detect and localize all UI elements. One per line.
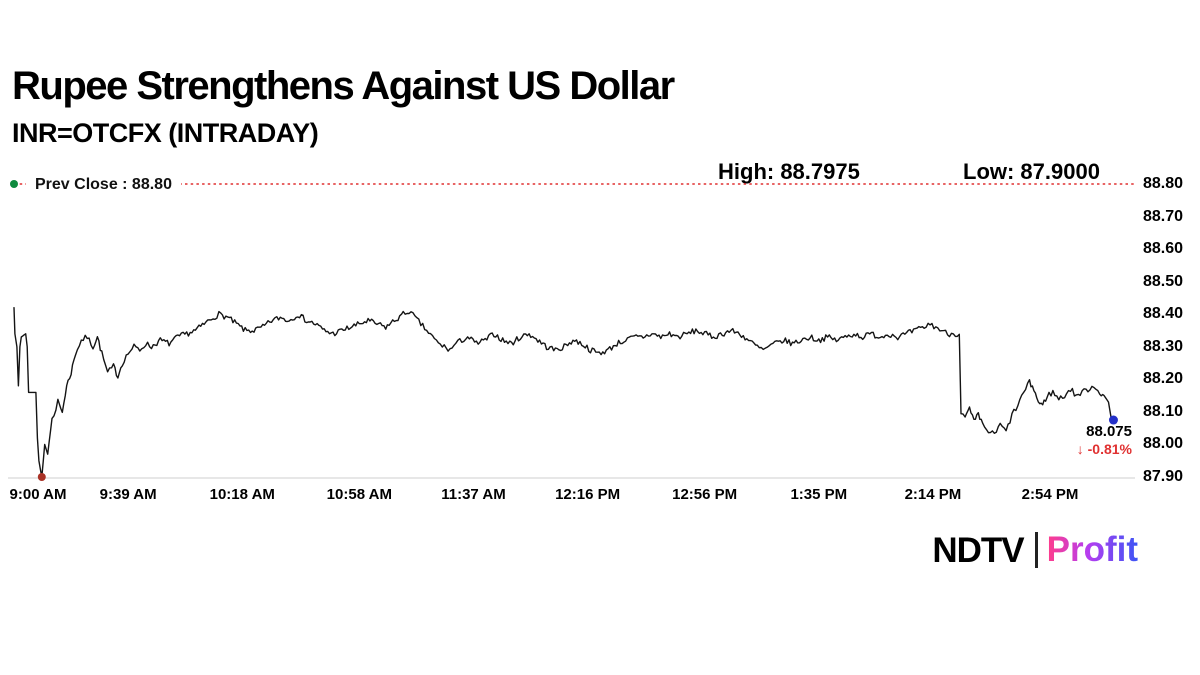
- profit-logo-text: Profit: [1046, 530, 1138, 569]
- y-tick-label: 87.90: [1143, 468, 1184, 485]
- x-tick-label: 12:56 PM: [672, 486, 738, 503]
- x-tick-label: 12:16 PM: [555, 486, 621, 503]
- y-tick-label: 88.70: [1143, 207, 1184, 225]
- x-tick-label: 11:37 AM: [441, 486, 506, 503]
- end-dot: [1108, 415, 1118, 425]
- x-tick-label: 10:58 AM: [326, 486, 392, 503]
- y-tick-label: 88.60: [1143, 240, 1184, 258]
- y-tick-label: 88.80: [1143, 175, 1184, 192]
- logo-divider: [1034, 532, 1038, 569]
- y-tick-label: 88.30: [1143, 337, 1184, 355]
- ndtv-logo-text: NDTV: [932, 530, 1024, 570]
- x-tick-label: 9:39 AM: [99, 486, 157, 503]
- instrument-subtitle: INR=OTCFX (INTRADAY): [12, 118, 319, 148]
- y-tick-label: 88.20: [1143, 370, 1184, 388]
- x-tick-label: 2:54 PM: [1021, 486, 1079, 503]
- price-line: [13, 307, 1113, 478]
- x-tick-label: 9:00 AM: [9, 486, 67, 503]
- ndtv-profit-logo: NDTV Profit: [932, 530, 1138, 570]
- low-dot: [37, 473, 46, 481]
- y-tick-label: 88.40: [1143, 305, 1184, 323]
- prev-close-label: Prev Close : 88.80: [26, 175, 181, 194]
- y-tick-label: 88.50: [1143, 272, 1184, 290]
- last-price-label: 88.075: [1086, 423, 1132, 440]
- y-tick-label: 88.10: [1143, 402, 1184, 420]
- x-tick-label: 2:14 PM: [904, 486, 962, 503]
- low-value-label: Low: 87.9000: [963, 159, 1100, 184]
- x-tick-label: 1:35 PM: [790, 486, 848, 503]
- page-title: Rupee Strengthens Against US Dollar: [12, 64, 675, 108]
- x-tick-label: 10:18 AM: [209, 486, 275, 503]
- change-percent-label: ↓ -0.81%: [1076, 441, 1132, 457]
- start-dot: [10, 180, 18, 188]
- y-tick-label: 88.00: [1143, 435, 1184, 453]
- high-value-label: High: 88.7975: [718, 159, 860, 184]
